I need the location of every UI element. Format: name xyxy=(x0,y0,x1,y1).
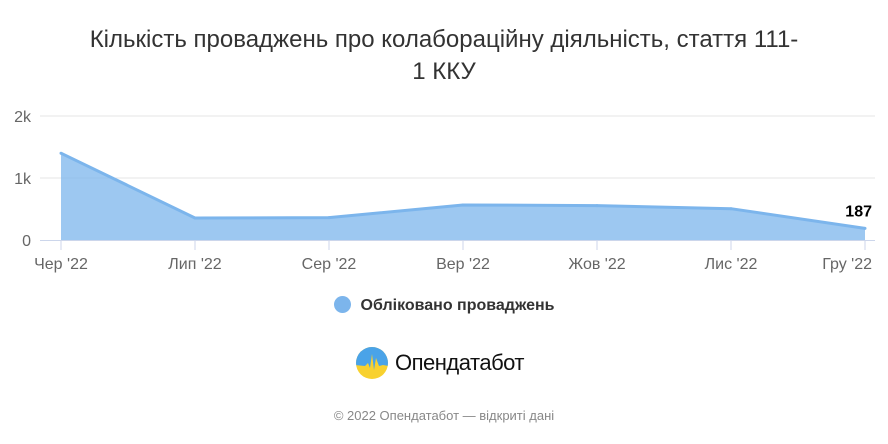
y-tick-label: 1k xyxy=(14,171,32,188)
data-point xyxy=(327,216,331,220)
title-line-1: Кількість проваджень про колабораційну д… xyxy=(89,26,799,53)
chart-title: Кількість проваджень про колабораційну д… xyxy=(0,24,888,88)
data-label: 187 xyxy=(845,203,872,220)
x-tick-label: Лип '22 xyxy=(168,256,222,273)
x-tick-label: Сер '22 xyxy=(302,256,357,273)
data-point xyxy=(595,204,599,208)
logo-text: Опендатабот xyxy=(395,350,525,375)
x-tick-label: Гру '22 xyxy=(822,256,872,273)
x-tick-label: Жов '22 xyxy=(568,256,625,273)
data-point xyxy=(193,216,197,220)
legend-label: Обліковано проваджень xyxy=(360,297,555,314)
data-point xyxy=(863,226,867,230)
legend-item[interactable]: Обліковано проваджень xyxy=(0,296,888,315)
y-tick-label: 2k xyxy=(14,109,32,126)
data-point xyxy=(729,207,733,211)
footer-credit[interactable]: © 2022 Опендатабот — відкриті дані xyxy=(333,408,555,423)
opendatabot-logo-icon xyxy=(356,347,388,379)
logo: Опендатабот xyxy=(355,346,525,380)
title-line-2: 1 ККУ xyxy=(412,58,476,85)
x-tick-label: Вер '22 xyxy=(436,256,490,273)
data-point xyxy=(461,203,465,207)
y-tick-label: 0 xyxy=(22,233,31,250)
legend-marker-icon xyxy=(333,296,351,313)
x-tick-label: Чер '22 xyxy=(34,256,88,273)
area-fill xyxy=(61,153,865,240)
data-point xyxy=(59,151,63,155)
x-tick-label: Лис '22 xyxy=(705,256,758,273)
